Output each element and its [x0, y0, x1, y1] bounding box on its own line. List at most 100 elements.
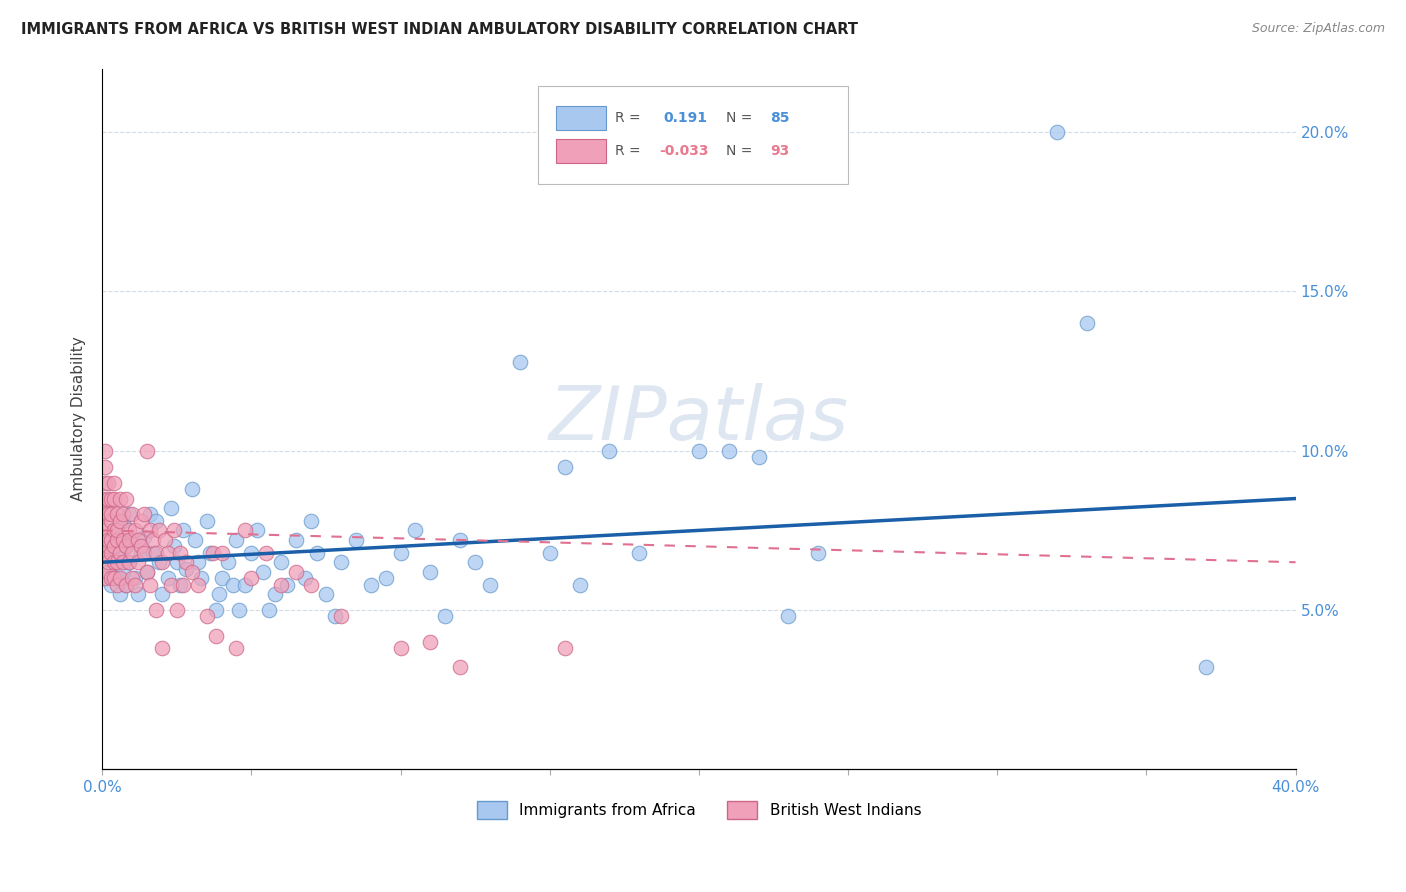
Point	[187, 577, 209, 591]
Point	[419, 565, 441, 579]
Point	[204, 603, 226, 617]
Point	[145, 603, 167, 617]
Point	[163, 539, 186, 553]
Point	[1076, 317, 1098, 331]
Point	[145, 514, 167, 528]
Point	[97, 533, 120, 547]
Point	[115, 539, 138, 553]
Point	[235, 524, 257, 538]
Point	[97, 561, 120, 575]
Point	[166, 603, 188, 617]
Point	[198, 546, 221, 560]
Point	[598, 443, 620, 458]
Point	[97, 475, 120, 490]
Point	[195, 609, 218, 624]
Point	[148, 555, 170, 569]
Point	[172, 524, 194, 538]
Point	[464, 555, 486, 569]
Point	[329, 609, 352, 624]
Point	[103, 571, 125, 585]
Point	[100, 571, 122, 585]
FancyBboxPatch shape	[555, 106, 606, 130]
Point	[360, 577, 382, 591]
Point	[344, 533, 367, 547]
Point	[276, 577, 298, 591]
Point	[323, 609, 346, 624]
Point	[329, 555, 352, 569]
Point	[94, 524, 117, 538]
Point	[180, 482, 202, 496]
Point	[254, 546, 277, 560]
Point	[115, 577, 138, 591]
Point	[1046, 125, 1069, 139]
Point	[91, 524, 114, 538]
Point	[225, 641, 247, 656]
Point	[207, 587, 229, 601]
Point	[132, 508, 155, 522]
Point	[103, 555, 125, 569]
Point	[97, 508, 120, 522]
Point	[294, 571, 316, 585]
Point	[105, 508, 128, 522]
Point	[153, 533, 176, 547]
Point	[305, 546, 328, 560]
Point	[108, 571, 131, 585]
Point	[554, 641, 576, 656]
Point	[97, 565, 120, 579]
Point	[568, 577, 591, 591]
Point	[103, 539, 125, 553]
Point	[315, 587, 337, 601]
Point	[136, 443, 159, 458]
Point	[163, 524, 186, 538]
Point	[103, 475, 125, 490]
Point	[264, 587, 287, 601]
Point	[160, 501, 183, 516]
Point	[688, 443, 710, 458]
Point	[108, 514, 131, 528]
Point	[252, 565, 274, 579]
Point	[127, 555, 149, 569]
Point	[299, 577, 322, 591]
FancyBboxPatch shape	[555, 139, 606, 163]
Point	[103, 524, 125, 538]
Point	[150, 587, 173, 601]
Point	[112, 508, 135, 522]
Point	[217, 555, 239, 569]
Point	[112, 514, 135, 528]
Point	[195, 514, 218, 528]
Point	[139, 577, 162, 591]
Point	[778, 609, 800, 624]
Point	[174, 555, 197, 569]
Text: -0.033: -0.033	[659, 145, 709, 158]
Point	[115, 491, 138, 506]
Point	[100, 508, 122, 522]
Point	[211, 571, 233, 585]
Point	[240, 571, 263, 585]
Point	[105, 546, 128, 560]
Point	[374, 571, 396, 585]
Point	[222, 577, 245, 591]
Text: Source: ZipAtlas.com: Source: ZipAtlas.com	[1251, 22, 1385, 36]
Point	[108, 546, 131, 560]
Point	[299, 514, 322, 528]
Point	[121, 533, 143, 547]
Point	[228, 603, 250, 617]
Point	[150, 555, 173, 569]
Text: IMMIGRANTS FROM AFRICA VS BRITISH WEST INDIAN AMBULATORY DISABILITY CORRELATION : IMMIGRANTS FROM AFRICA VS BRITISH WEST I…	[21, 22, 858, 37]
Point	[183, 533, 205, 547]
Point	[172, 577, 194, 591]
Point	[94, 546, 117, 560]
Point	[156, 546, 179, 560]
Point	[118, 555, 141, 569]
Point	[105, 571, 128, 585]
Text: R =: R =	[616, 112, 641, 125]
Point	[103, 524, 125, 538]
Point	[434, 609, 457, 624]
Text: N =: N =	[727, 112, 752, 125]
Point	[139, 524, 162, 538]
Point	[91, 491, 114, 506]
Point	[115, 577, 138, 591]
Point	[97, 555, 120, 569]
Text: ZIPatlas: ZIPatlas	[548, 383, 849, 455]
Point	[115, 539, 138, 553]
